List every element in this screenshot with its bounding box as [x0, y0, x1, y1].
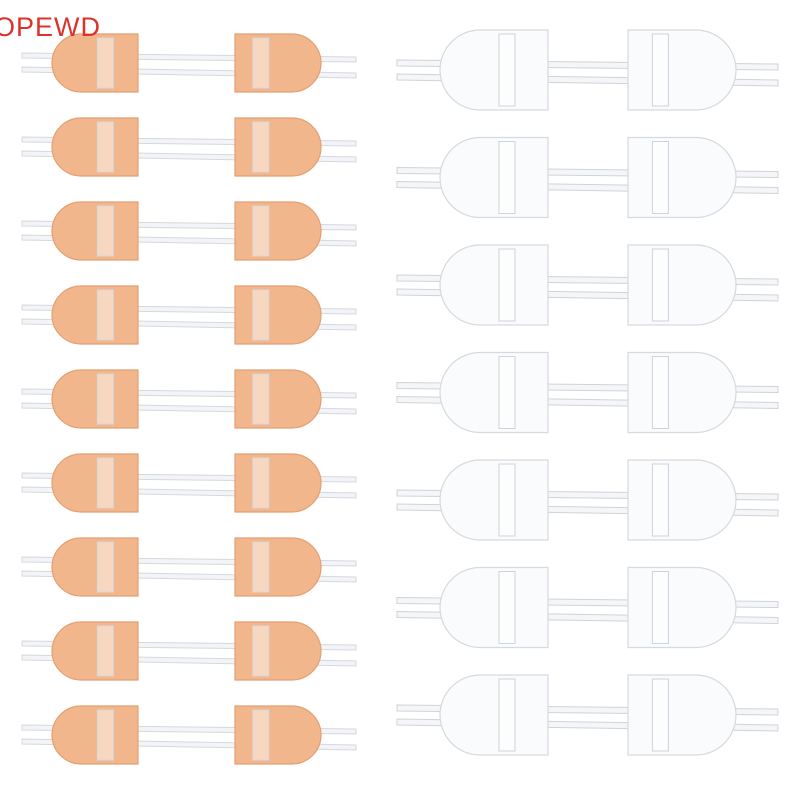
clip-block: [96, 625, 114, 677]
adhesive-pad: [439, 459, 549, 541]
clip-block: [651, 248, 669, 322]
wound-closure: [21, 537, 357, 597]
clip-block: [498, 248, 516, 322]
clip-block: [252, 205, 270, 257]
wound-closure: [396, 244, 779, 326]
adhesive-pad: [234, 201, 322, 261]
clip-block: [96, 709, 114, 761]
adhesive-pad: [51, 117, 139, 177]
clip-block: [96, 541, 114, 593]
clip-block: [96, 289, 114, 341]
clip-block: [252, 373, 270, 425]
clip-block: [651, 571, 669, 644]
clip-block: [651, 356, 669, 429]
adhesive-pad: [627, 29, 737, 111]
wound-closure: [396, 136, 779, 219]
clip-block: [96, 373, 114, 425]
wound-closure: [396, 29, 779, 111]
adhesive-pad: [51, 453, 139, 513]
adhesive-pad: [234, 369, 322, 429]
adhesive-pad: [51, 705, 139, 765]
clip-block: [252, 709, 270, 761]
wound-closure: [21, 285, 357, 345]
adhesive-pad: [627, 136, 737, 219]
adhesive-pad: [51, 33, 139, 93]
adhesive-pad: [234, 117, 322, 177]
adhesive-pad: [51, 201, 139, 261]
clip-block: [96, 121, 114, 173]
wound-closure: [21, 369, 357, 429]
wound-closure: [396, 566, 779, 649]
adhesive-pad: [234, 537, 322, 597]
clip-block: [96, 37, 114, 89]
wound-closure: [396, 459, 779, 541]
adhesive-pad: [627, 351, 737, 434]
clip-block: [252, 289, 270, 341]
clip-block: [651, 678, 669, 752]
adhesive-pad: [51, 369, 139, 429]
clip-block: [252, 457, 270, 509]
watermark: OPEWD: [0, 12, 102, 42]
adhesive-pad: [439, 351, 549, 434]
clip-block: [651, 463, 669, 537]
wound-closure: [21, 201, 357, 261]
clip-block: [498, 356, 516, 429]
adhesive-pad: [51, 621, 139, 681]
adhesive-pad: [627, 244, 737, 326]
adhesive-pad: [51, 285, 139, 345]
wound-closure: [21, 453, 357, 513]
wound-closure: [21, 621, 357, 681]
clip-block: [96, 457, 114, 509]
clip-block: [651, 141, 669, 214]
wound-closure: [396, 674, 779, 756]
clip-block: [252, 541, 270, 593]
adhesive-pad: [439, 244, 549, 326]
adhesive-pad: [627, 459, 737, 541]
clip-block: [651, 33, 669, 107]
clip-block: [252, 37, 270, 89]
adhesive-pad: [234, 285, 322, 345]
clip-block: [96, 205, 114, 257]
wound-closure: [21, 33, 357, 93]
adhesive-pad: [627, 674, 737, 756]
adhesive-pad: [234, 621, 322, 681]
clip-block: [498, 463, 516, 537]
clip-block: [498, 678, 516, 752]
clip-block: [252, 121, 270, 173]
clip-block: [498, 141, 516, 214]
adhesive-pad: [234, 705, 322, 765]
clip-block: [498, 33, 516, 107]
adhesive-pad: [439, 29, 549, 111]
adhesive-pad: [51, 537, 139, 597]
wound-closure: [21, 117, 357, 177]
clip-block: [498, 571, 516, 644]
adhesive-pad: [627, 566, 737, 649]
adhesive-pad: [439, 566, 549, 649]
wound-closure: [21, 705, 357, 765]
clip-block: [252, 625, 270, 677]
adhesive-pad: [439, 136, 549, 219]
adhesive-pad: [234, 33, 322, 93]
wound-closure: [396, 351, 779, 434]
adhesive-pad: [234, 453, 322, 513]
adhesive-pad: [439, 674, 549, 756]
